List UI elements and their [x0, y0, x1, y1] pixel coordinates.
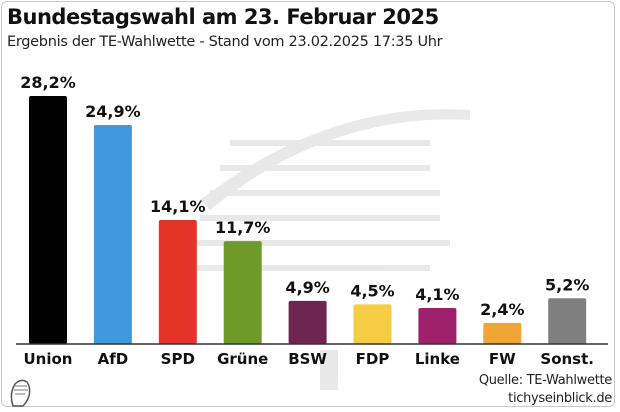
chart-subtitle: Ergebnis der TE-Wahlwette - Stand vom 23… — [7, 34, 443, 50]
category-label: Sonst. — [540, 350, 594, 368]
category-label: FDP — [356, 350, 390, 368]
bar-6 — [418, 307, 457, 344]
data-label: 14,1% — [150, 197, 206, 216]
bar-1 — [93, 125, 132, 345]
data-label: 2,4% — [480, 300, 524, 319]
data-label: 4,5% — [350, 281, 394, 300]
bar-8 — [548, 298, 587, 344]
logo-icon — [10, 379, 31, 407]
category-label: Linke — [415, 350, 460, 368]
bar-2 — [158, 220, 197, 344]
bar-5 — [353, 304, 392, 344]
source-label: Quelle: TE-Wahlwette — [478, 373, 612, 388]
bar-7 — [483, 322, 522, 344]
category-label: SPD — [161, 350, 195, 368]
chart-title: Bundestagswahl am 23. Februar 2025 — [7, 5, 439, 29]
data-label: 4,1% — [415, 285, 459, 304]
category-label: AfD — [98, 350, 129, 368]
bar-4 — [288, 300, 327, 344]
bar-3 — [223, 241, 262, 344]
background-watermark — [190, 109, 470, 390]
data-label: 24,9% — [85, 102, 141, 121]
category-label: FW — [489, 350, 516, 368]
data-label: 5,2% — [545, 275, 589, 294]
site-label: tichyseinblick.de — [508, 391, 612, 406]
bar-0 — [29, 96, 67, 344]
data-label: 11,7% — [215, 218, 271, 237]
category-label: Grüne — [217, 350, 268, 368]
data-label: 4,9% — [285, 278, 329, 297]
category-label: BSW — [288, 350, 327, 368]
data-label: 28,2% — [20, 73, 76, 92]
frame — [1, 1, 615, 407]
category-label: Union — [24, 350, 73, 368]
